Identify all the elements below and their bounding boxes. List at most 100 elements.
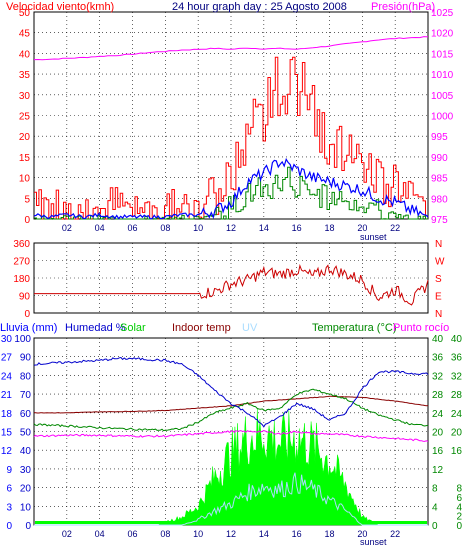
y-tick-label-left: 35 bbox=[19, 70, 31, 81]
x-tick-label: 08 bbox=[160, 223, 170, 233]
y-tick-label-temp: 0 bbox=[432, 521, 438, 532]
uv-line bbox=[34, 472, 428, 526]
rain-baseline bbox=[35, 521, 427, 524]
x-tick-label: 20 bbox=[357, 223, 367, 233]
x-tick-label: 08 bbox=[160, 529, 170, 539]
y-tick-label-temp-outer: 6 bbox=[456, 493, 462, 504]
x-tick-label: 16 bbox=[292, 223, 302, 233]
indoor-temp-line bbox=[33, 395, 429, 414]
pressure-axis-label: Presión(hPa) bbox=[371, 1, 435, 13]
y-tick-label-left: 50 bbox=[19, 8, 31, 19]
tick-labels-layer: 0510152025303540455097598098599099510001… bbox=[1, 8, 463, 539]
y-tick-label-left: 10 bbox=[19, 174, 31, 185]
y-tick-label-right: 1015 bbox=[431, 49, 454, 60]
temperature-line bbox=[33, 388, 429, 432]
y-tick-label-left: 5 bbox=[24, 194, 30, 205]
y-tick-label-left: 270 bbox=[13, 257, 30, 268]
x-tick-label: 02 bbox=[62, 529, 72, 539]
y-tick-label-temp-outer: 20 bbox=[451, 428, 463, 439]
y-tick-label-temp: 20 bbox=[432, 428, 444, 439]
y-tick-label-left: 15 bbox=[19, 153, 31, 164]
x-tick-label: 22 bbox=[390, 529, 400, 539]
x-tick-label: 04 bbox=[95, 223, 105, 233]
y-tick-label-temp: 28 bbox=[432, 390, 444, 401]
y-tick-label-rain: 24 bbox=[1, 371, 13, 382]
y-tick-label-left: 30 bbox=[19, 91, 31, 102]
y-tick-label-temp-outer: 16 bbox=[451, 446, 463, 457]
x-tick-label: 20 bbox=[357, 529, 367, 539]
y-tick-label-temp: 4 bbox=[432, 502, 438, 513]
y-tick-label-right: 1005 bbox=[431, 91, 454, 102]
y-tick-label-right: 1020 bbox=[431, 29, 454, 40]
y-tick-label-rain: 18 bbox=[1, 409, 13, 420]
compass-letter: E bbox=[435, 292, 442, 303]
x-tick-label: 06 bbox=[127, 223, 137, 233]
y-tick-label-rain: 30 bbox=[1, 334, 13, 345]
y-tick-label-temp: 8 bbox=[432, 484, 438, 495]
y-tick-label-humidity: 70 bbox=[20, 390, 32, 401]
y-tick-label-humidity: 80 bbox=[20, 371, 32, 382]
y-tick-label-right: 1000 bbox=[431, 112, 454, 123]
chart-title: 24 hour graph day : 25 Agosto 2008 bbox=[172, 1, 347, 13]
x-tick-label: 22 bbox=[390, 223, 400, 233]
y-tick-label-left: 90 bbox=[19, 292, 31, 303]
y-tick-label-rain: 6 bbox=[6, 484, 12, 495]
y-tick-label-humidity: 40 bbox=[20, 446, 32, 457]
wind-direction-line bbox=[34, 263, 429, 306]
uv-label: UV bbox=[242, 322, 258, 334]
humidity-line bbox=[33, 356, 429, 428]
x-tick-label: 06 bbox=[127, 529, 137, 539]
humidity-axis-label: Humedad % bbox=[65, 322, 126, 334]
y-tick-label-left: 20 bbox=[19, 132, 31, 143]
dewpoint-line bbox=[33, 430, 429, 442]
y-tick-label-left: 40 bbox=[19, 49, 31, 60]
y-tick-label-left: 25 bbox=[19, 112, 31, 123]
y-tick-label-rain: 3 bbox=[6, 502, 12, 513]
pressure-line bbox=[33, 36, 429, 61]
y-tick-label-temp: 40 bbox=[432, 334, 444, 345]
y-tick-label-left: 0 bbox=[24, 215, 30, 226]
y-tick-label-rain: 21 bbox=[1, 390, 13, 401]
y-tick-label-temp: 32 bbox=[432, 371, 444, 382]
grid-layer bbox=[34, 11, 428, 526]
x-tick-label: 14 bbox=[259, 223, 269, 233]
y-tick-label-right: 995 bbox=[431, 132, 448, 143]
y-tick-label-right: 975 bbox=[431, 215, 448, 226]
wind-low-line bbox=[34, 166, 428, 220]
y-tick-label-rain: 15 bbox=[1, 428, 13, 439]
y-tick-label-temp-outer: 2 bbox=[456, 512, 462, 523]
series-layer bbox=[33, 36, 429, 526]
solar-label: Solar bbox=[120, 322, 146, 334]
wind-average-line bbox=[33, 157, 429, 220]
y-tick-label-temp-outer: 0 bbox=[456, 521, 462, 532]
compass-letter: S bbox=[435, 274, 442, 285]
compass-letter: W bbox=[435, 257, 445, 268]
y-tick-label-left: 180 bbox=[13, 274, 30, 285]
y-tick-label-rain: 0 bbox=[6, 521, 12, 532]
y-tick-label-temp-outer: 8 bbox=[456, 484, 462, 495]
wind-speed-axis-label: Velocidad viento(kmh) bbox=[6, 1, 114, 13]
y-tick-label-humidity: 50 bbox=[20, 428, 32, 439]
sunset-label-bottom: sunset bbox=[360, 537, 387, 547]
x-tick-label: 18 bbox=[324, 529, 334, 539]
y-tick-label-rain: 27 bbox=[1, 353, 13, 364]
x-tick-label: 10 bbox=[193, 529, 203, 539]
y-tick-label-temp: 12 bbox=[432, 465, 444, 476]
y-tick-label-right: 985 bbox=[431, 174, 448, 185]
y-tick-label-humidity: 0 bbox=[25, 521, 31, 532]
y-tick-label-right: 990 bbox=[431, 153, 448, 164]
y-tick-label-temp: 36 bbox=[432, 353, 444, 364]
y-tick-label-humidity: 90 bbox=[20, 353, 32, 364]
x-tick-label: 10 bbox=[193, 223, 203, 233]
compass-letter: N bbox=[435, 239, 442, 250]
y-tick-label-temp-outer: 32 bbox=[451, 371, 463, 382]
dewpoint-axis-label: Punto rocío bbox=[393, 322, 449, 334]
x-tick-label: 12 bbox=[226, 223, 236, 233]
y-tick-label-rain: 12 bbox=[1, 446, 13, 457]
y-tick-label-left: 360 bbox=[13, 239, 30, 250]
y-tick-label-right: 1025 bbox=[431, 8, 454, 19]
y-tick-label-temp-outer: 4 bbox=[456, 502, 462, 513]
y-tick-label-left: 0 bbox=[24, 309, 30, 320]
y-tick-label-humidity: 10 bbox=[20, 502, 32, 513]
